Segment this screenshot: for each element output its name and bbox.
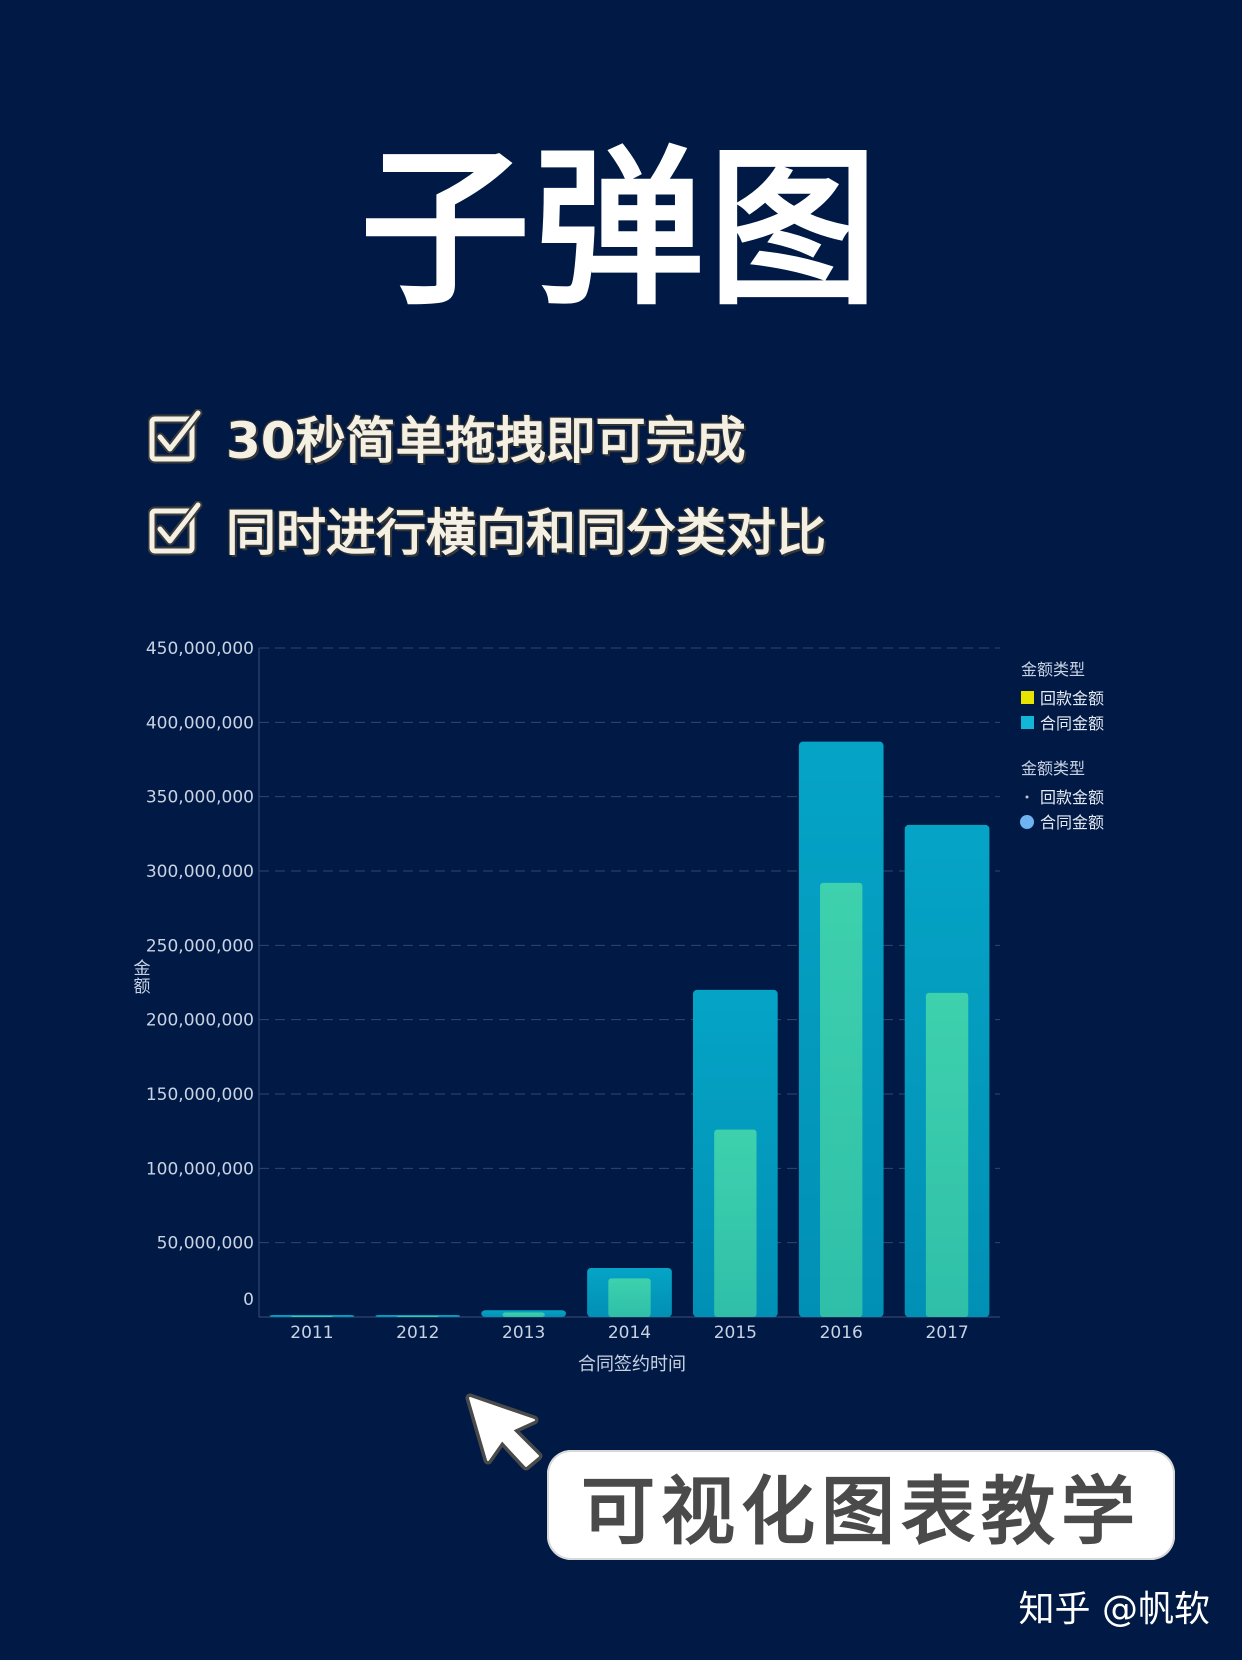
checkbox-icon [147, 408, 204, 465]
y-tick-label: 200,000,000 [146, 1011, 254, 1031]
feature-item-2: 同时进行横向和同分类对比 [147, 494, 826, 564]
checkbox-icon [147, 500, 204, 557]
bar-payment-2017 [925, 992, 969, 1317]
feature-item-1: 30秒简单拖拽即可完成 [147, 402, 746, 472]
y-tick-label: 300,000,000 [146, 862, 254, 882]
feature-text: 同时进行横向和同分类对比 [226, 504, 826, 562]
legend-title: 金额类型 [1021, 759, 1085, 778]
feature-text: 30秒简单拖拽即可完成 [226, 412, 746, 470]
legend-title: 金额类型 [1021, 660, 1085, 679]
x-tick-label: 2012 [396, 1323, 439, 1343]
bar-payment-2013 [502, 1312, 545, 1317]
y-tick-label: 350,000,000 [146, 788, 254, 808]
x-tick-label: 2017 [925, 1323, 968, 1343]
x-tick-label: 2016 [820, 1323, 863, 1343]
y-axis-label: 金额 [134, 959, 151, 997]
x-tick-label: 2011 [290, 1323, 333, 1343]
watermark: 知乎 @帆软 [1018, 1589, 1210, 1630]
x-tick-label: 2014 [608, 1323, 651, 1343]
bar-payment-2016 [820, 882, 863, 1317]
legend-swatch [1021, 716, 1034, 729]
page-title: 子弹图 [359, 131, 882, 329]
y-tick-label: 150,000,000 [146, 1085, 254, 1105]
legend-label[interactable]: 合同金额 [1040, 714, 1104, 733]
legend-swatch [1020, 815, 1034, 829]
x-tick-label: 2013 [502, 1323, 545, 1343]
legend-swatch [1021, 691, 1034, 704]
bar-payment-2011 [290, 1316, 334, 1317]
bullet-chart: 0 50,000,000 100,000,000 150,000,000 200,000… [134, 639, 1105, 1375]
x-tick-label: 2015 [714, 1323, 757, 1343]
y-tick-label: 50,000,000 [157, 1234, 254, 1254]
x-axis-label: 合同签约时间 [578, 1354, 686, 1375]
bar-payment-2012 [396, 1316, 439, 1317]
bottom-label-text: 可视化图表教学 [581, 1468, 1141, 1555]
y-tick-label: 0 [243, 1290, 254, 1310]
legend-label[interactable]: 回款金额 [1040, 689, 1104, 708]
y-tick-label: 100,000,000 [146, 1159, 254, 1179]
legend-label[interactable]: 回款金额 [1040, 788, 1104, 807]
legend-label[interactable]: 合同金额 [1040, 813, 1104, 832]
cursor-arrow-icon [465, 1393, 543, 1471]
bar-payment-2015 [714, 1129, 757, 1317]
bar-payment-2014 [608, 1278, 651, 1317]
y-tick-label: 250,000,000 [146, 936, 254, 956]
y-tick-label: 450,000,000 [146, 639, 254, 659]
bottom-label-banner: 可视化图表教学 [547, 1450, 1175, 1560]
y-tick-label: 400,000,000 [146, 713, 254, 733]
legend-swatch [1025, 795, 1029, 799]
